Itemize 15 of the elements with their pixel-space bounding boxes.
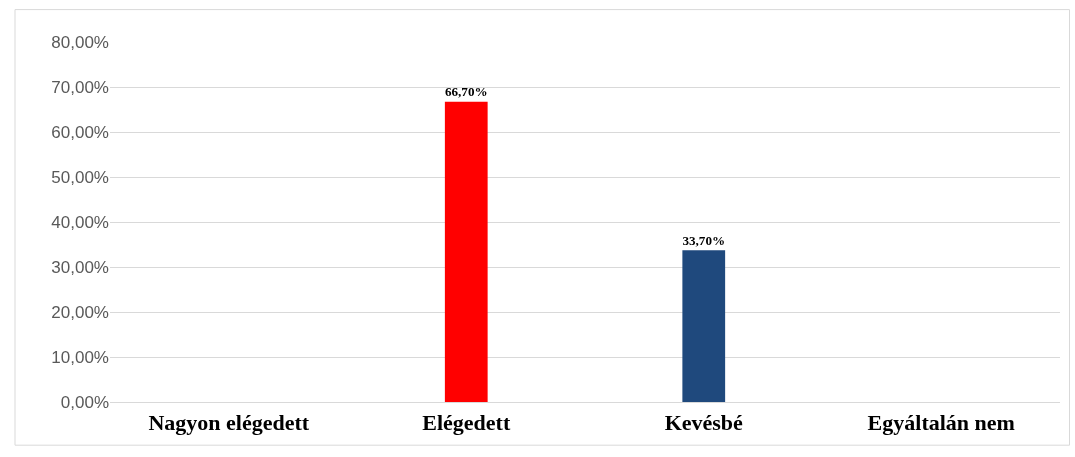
x-tick-label: Kevésbé — [664, 409, 744, 435]
y-tick-label: 70,00% — [51, 77, 109, 97]
x-tick-label: Nagyon elégedett — [148, 409, 310, 435]
y-tick-label: 80,00% — [51, 32, 109, 52]
y-tick-label: 50,00% — [51, 167, 109, 187]
x-tick-label: Elégedett — [422, 409, 511, 435]
x-tick-label: Egyáltalán nem — [867, 409, 1015, 435]
y-tick-label: 60,00% — [51, 122, 109, 142]
data-label: 66,70% — [444, 84, 488, 100]
y-tick-label: 0,00% — [60, 392, 109, 412]
y-tick-label: 10,00% — [51, 347, 109, 367]
data-label: 33,70% — [682, 232, 726, 248]
y-tick-label: 40,00% — [51, 212, 109, 232]
y-tick-label: 30,00% — [51, 257, 109, 277]
y-tick-label: 20,00% — [51, 302, 109, 322]
